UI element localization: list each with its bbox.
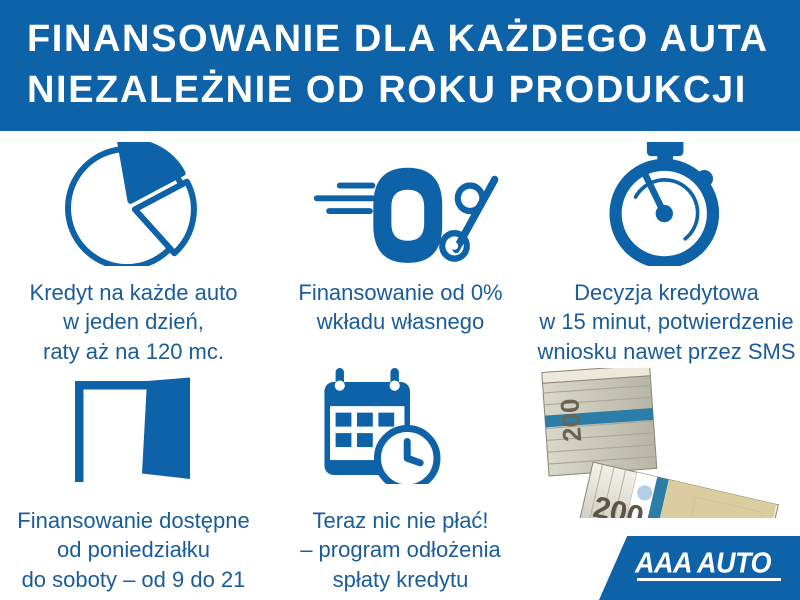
svg-text:200: 200 [556,398,587,443]
